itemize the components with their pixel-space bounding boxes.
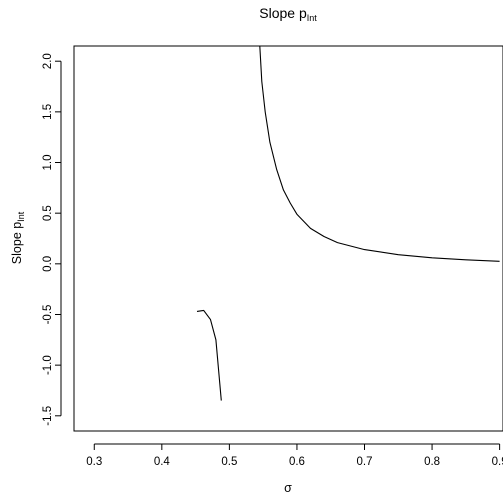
y-tick-label: 1.5 [42,104,54,120]
y-tick-label: 0.5 [42,205,54,221]
series-line-1 [196,309,222,401]
x-tick-label: 0.5 [221,456,237,468]
chart-title-main: Slope p [259,5,307,21]
x-tick-label: 0.8 [424,456,440,468]
y-tick-label: -1.0 [42,355,54,375]
chart-title-subscript: Int [307,13,318,23]
series-layer [196,45,500,401]
y-axis-label-main: Slope p [10,222,24,264]
series-line-2 [259,45,500,262]
x-tick-label: 0.3 [86,456,102,468]
x-tick-label: 0.4 [154,456,171,468]
y-tick-label: 2.0 [42,53,54,69]
y-axis-label-subscript: Int [16,211,26,222]
x-tick-label: 0.7 [357,456,373,468]
y-tick-label: -0.5 [42,305,54,325]
y-tick-label: 1.0 [42,155,54,171]
x-axis-label: σ [284,481,292,495]
y-tick-label: 0.0 [42,256,54,272]
x-axis: 0.3 0.4 0.5 0.6 0.7 0.8 0.9 [86,443,503,468]
x-tick-label: 0.6 [289,456,305,468]
x-tick-label: 0.9 [492,456,503,468]
y-axis: -1.5 -1.0 -0.5 0.0 0.5 1.0 1.5 2.0 [42,53,62,426]
y-tick-label: -1.5 [42,406,54,426]
y-axis-label: Slope pInt [10,211,26,264]
plot-frame [73,45,503,432]
chart-title: Slope pInt [259,5,317,23]
